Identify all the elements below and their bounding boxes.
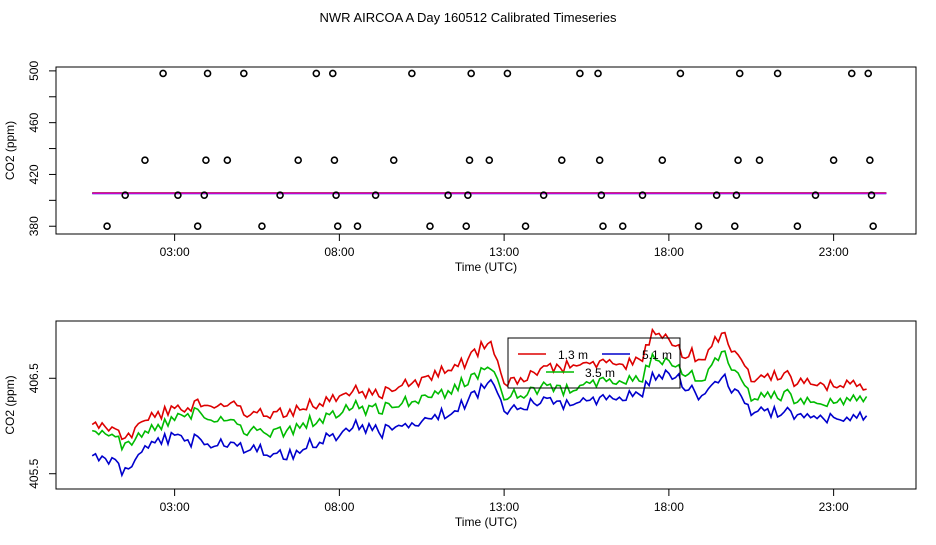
legend-label: 5.1 m <box>642 348 672 362</box>
data-point <box>869 222 877 231</box>
data-point <box>864 69 873 78</box>
data-point <box>597 191 606 199</box>
data-point <box>330 156 339 165</box>
data-point <box>141 156 149 165</box>
series-line-1.3m <box>91 327 867 441</box>
y-tick-label: 500 <box>27 61 41 81</box>
x-tick-label: 23:00 <box>819 245 849 259</box>
x-tick-label: 03:00 <box>160 500 190 514</box>
y-tick-label: 380 <box>27 216 41 236</box>
data-point <box>676 69 685 78</box>
chart-title: NWR AIRCOA A Day 160512 Calibrated Times… <box>320 10 617 25</box>
top-panel: 03:00 08:00 13:00 18:00 23:00 380 420 460 500 Tim… <box>3 61 917 274</box>
data-point <box>389 156 398 165</box>
data-point <box>426 222 434 231</box>
data-point <box>557 156 566 165</box>
legend-label: 1.3 m <box>558 348 588 362</box>
y-tick-label: 420 <box>27 164 41 184</box>
data-point <box>202 156 210 165</box>
data-point <box>467 69 475 78</box>
data-point <box>732 191 741 199</box>
x-tick-label: 23:00 <box>819 500 849 514</box>
data-point <box>503 69 512 78</box>
x-tick-label: 13:00 <box>489 500 519 514</box>
data-point <box>103 222 111 231</box>
data-point <box>694 222 703 231</box>
y-tick-label: 460 <box>27 112 41 132</box>
data-point <box>735 69 744 78</box>
data-point <box>465 156 474 165</box>
data-point <box>867 191 876 199</box>
x-axis-label: Time (UTC) <box>455 515 517 529</box>
legend-box <box>507 337 681 389</box>
data-point <box>258 222 266 231</box>
data-point <box>174 191 182 199</box>
data-point <box>618 222 627 231</box>
data-point <box>193 222 202 231</box>
data-point <box>240 69 248 78</box>
data-point <box>638 191 647 199</box>
data-point <box>121 191 129 199</box>
data-point <box>829 156 838 165</box>
data-point <box>599 222 607 231</box>
data-point <box>159 69 167 78</box>
plot-frame <box>55 320 917 490</box>
data-point <box>312 69 321 78</box>
data-point <box>200 191 209 199</box>
data-point <box>539 191 548 199</box>
data-point <box>276 191 284 199</box>
data-point <box>793 222 802 231</box>
data-point <box>594 69 602 78</box>
y-tick-label: 405.5 <box>27 458 41 488</box>
data-point <box>444 191 452 199</box>
y-tick-label: 406.5 <box>27 363 41 393</box>
data-point <box>485 156 494 165</box>
x-tick-label: 08:00 <box>324 245 354 259</box>
legend-label: 3.5 m <box>585 366 615 380</box>
x-tick-label: 18:00 <box>654 245 684 259</box>
data-point <box>734 156 742 165</box>
data-point <box>658 156 667 165</box>
data-point <box>328 69 337 78</box>
data-point <box>712 191 721 199</box>
series-line-3.5m <box>91 350 868 452</box>
data-point <box>223 156 232 165</box>
data-point <box>353 222 362 231</box>
x-axis-label: Time (UTC) <box>455 260 517 274</box>
data-point <box>595 156 604 165</box>
data-point <box>847 69 856 78</box>
data-point <box>462 222 471 231</box>
y-axis-label: CO2 (ppm) <box>3 375 17 434</box>
data-point <box>333 222 342 231</box>
x-tick-label: 18:00 <box>654 500 684 514</box>
plot-frame <box>55 66 917 235</box>
data-point <box>773 69 782 78</box>
data-point <box>866 156 874 165</box>
data-point <box>203 69 212 78</box>
bottom-panel: 03:00 08:00 13:00 18:00 23:00 405.5 406.5 Time … <box>3 320 917 529</box>
data-point <box>576 69 584 78</box>
x-tick-label: 03:00 <box>160 245 190 259</box>
data-point <box>730 222 739 231</box>
data-point <box>755 156 764 165</box>
legend: 1.3 m 5.1 m 3.5 m <box>507 337 681 389</box>
data-point <box>464 191 472 199</box>
series-line-5.1m <box>91 368 868 478</box>
x-tick-label: 13:00 <box>489 245 519 259</box>
x-tick-label: 08:00 <box>324 500 354 514</box>
y-axis-label: CO2 (ppm) <box>3 121 17 180</box>
data-point <box>371 191 380 199</box>
data-point <box>294 156 302 165</box>
data-point <box>521 222 530 231</box>
data-point <box>408 69 416 78</box>
data-point <box>332 191 340 199</box>
data-point <box>811 191 820 199</box>
